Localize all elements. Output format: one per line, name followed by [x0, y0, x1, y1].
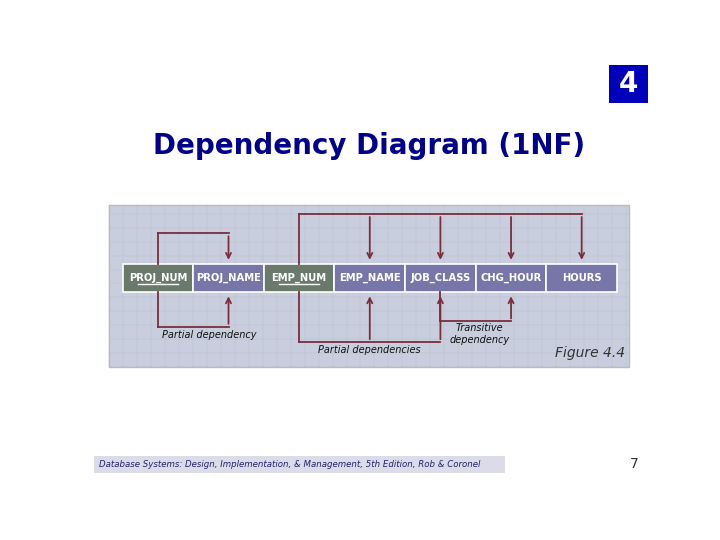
Text: CHG_HOUR: CHG_HOUR	[480, 273, 541, 283]
Text: 7: 7	[630, 457, 639, 471]
Text: 4: 4	[619, 70, 639, 98]
Bar	[109, 205, 629, 367]
Text: Partial dependency: Partial dependency	[162, 330, 256, 340]
Text: Transitive
dependency: Transitive dependency	[449, 323, 510, 345]
Text: PROJ_NAME: PROJ_NAME	[196, 273, 261, 283]
Text: Partial dependencies: Partial dependencies	[318, 345, 421, 355]
Bar	[122, 264, 193, 292]
Bar	[94, 456, 505, 473]
Text: EMP_NUM: EMP_NUM	[271, 273, 327, 283]
Bar	[609, 65, 648, 103]
Text: Database Systems: Design, Implementation, & Management, 5th Edition, Rob & Coron: Database Systems: Design, Implementation…	[99, 460, 481, 469]
Text: HOURS: HOURS	[562, 273, 601, 283]
Text: PROJ_NUM: PROJ_NUM	[129, 273, 187, 283]
Text: Dependency Diagram (1NF): Dependency Diagram (1NF)	[153, 132, 585, 160]
Text: JOB_CLASS: JOB_CLASS	[410, 273, 471, 283]
Bar	[335, 264, 405, 292]
Bar	[193, 264, 264, 292]
Bar	[405, 264, 476, 292]
Text: Figure 4.4: Figure 4.4	[554, 347, 625, 361]
Bar	[476, 264, 546, 292]
Bar	[546, 264, 617, 292]
Bar	[264, 264, 335, 292]
Text: EMP_NAME: EMP_NAME	[339, 273, 400, 283]
